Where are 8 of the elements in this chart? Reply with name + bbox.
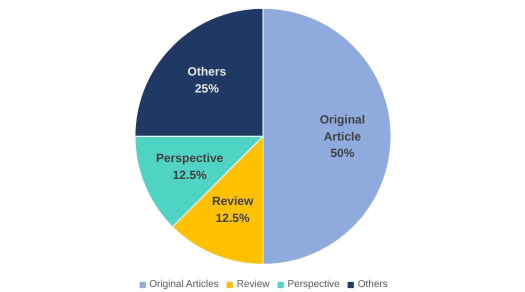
data-label: Review 12.5% (212, 194, 254, 226)
legend-label: Perspective (288, 279, 340, 290)
data-label: Others 25% (188, 64, 227, 96)
legend-label: Review (236, 279, 270, 290)
legend-label: Original Articles (149, 279, 219, 290)
data-label: Original Article 50% (320, 112, 366, 160)
data-label: Perspective 12.5% (156, 151, 224, 182)
legend-label: Others (358, 279, 388, 290)
